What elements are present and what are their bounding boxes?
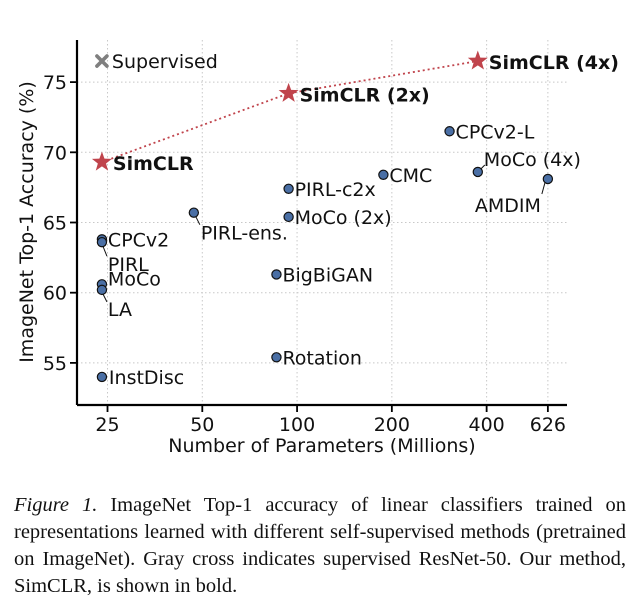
gridlines — [77, 40, 567, 405]
point-label-cpcv2: CPCv2 — [108, 229, 169, 251]
point-label-cpcv2-l: CPCv2-L — [456, 121, 535, 143]
point-label-pirl: PIRL — [108, 254, 149, 276]
label-leader — [195, 216, 201, 225]
y-tick-label: 55 — [43, 353, 67, 375]
point-label-amdim: AMDIM — [475, 195, 541, 217]
y-tick-label: 70 — [43, 142, 67, 164]
figure-label: Figure 1. — [14, 494, 98, 516]
point-marker-instdisc — [96, 371, 108, 383]
x-tick-label: 25 — [95, 414, 119, 436]
point-label-simclr-4x: SimCLR (4x) — [489, 52, 619, 74]
point-marker-bigbigan — [271, 269, 282, 280]
point-marker-amdim — [542, 173, 554, 185]
point-marker-pirl — [96, 236, 108, 248]
y-tick-label: 60 — [43, 283, 67, 305]
x-tick-label: 626 — [530, 414, 566, 436]
point-marker-moco-2x — [283, 211, 294, 223]
x-ticks: 25 50 100 200 400 626 — [95, 405, 566, 436]
point-label-rotation: Rotation — [282, 347, 361, 369]
data-points — [91, 50, 554, 383]
point-label-instdisc: InstDisc — [109, 367, 184, 389]
point-marker-cpcv2-l — [444, 126, 455, 137]
point-marker-cmc — [378, 169, 389, 180]
point-marker-pirl-c2x — [283, 183, 294, 195]
point-label-pirl-ens: PIRL-ens. — [201, 223, 288, 245]
point-marker-pirl-ens — [188, 207, 200, 218]
star-marker-simclr-2x — [278, 82, 299, 102]
point-marker-rotation — [271, 352, 282, 363]
star-marker-simclr-4x — [467, 50, 488, 70]
x-axis-title: Number of Parameters (Millions) — [168, 435, 475, 457]
point-label-moco-2x: MoCo (2x) — [295, 207, 392, 229]
caption-text: ImageNet Top-1 accuracy of linear classi… — [14, 494, 626, 597]
point-label-pirl-c2x: PIRL-c2x — [295, 179, 376, 201]
trend-line — [101, 60, 478, 163]
simclr-trend-line — [101, 60, 478, 163]
point-marker-la — [96, 284, 108, 296]
point-label-moco-4x: MoCo (4x) — [484, 149, 581, 171]
star-marker-simclr — [91, 151, 112, 171]
label-leader — [480, 164, 486, 170]
point-label-bigbigan: BigBiGAN — [282, 264, 373, 286]
label-leader — [102, 245, 108, 257]
y-axis-title: ImageNet Top-1 Accuracy (%) — [16, 81, 38, 363]
x-tick-label: 50 — [190, 414, 214, 436]
x-tick-label: 100 — [279, 414, 315, 436]
y-tick-label: 65 — [43, 213, 67, 235]
point-label-simclr-2x: SimCLR (2x) — [300, 84, 430, 106]
point-label-supervised: Supervised — [112, 51, 218, 73]
cross-marker-supervised — [95, 54, 109, 68]
point-labels: SimCLR SimCLR (2x) SimCLR (4x) Supervised CP… — [102, 51, 619, 389]
label-leader — [541, 182, 546, 195]
label-leader — [102, 293, 108, 303]
point-label-simclr: SimCLR — [113, 153, 194, 175]
figure-caption: Figure 1. ImageNet Top-1 accuracy of lin… — [14, 492, 626, 600]
point-label-cmc: CMC — [389, 165, 432, 187]
x-tick-label: 200 — [374, 414, 410, 436]
x-tick-label: 400 — [468, 414, 504, 436]
y-tick-label: 75 — [43, 72, 67, 94]
point-marker-moco-4x — [472, 166, 484, 178]
point-label-moco: MoCo — [108, 268, 161, 290]
y-ticks: 55 60 65 70 75 — [43, 72, 77, 375]
point-label-la: LA — [108, 299, 132, 321]
